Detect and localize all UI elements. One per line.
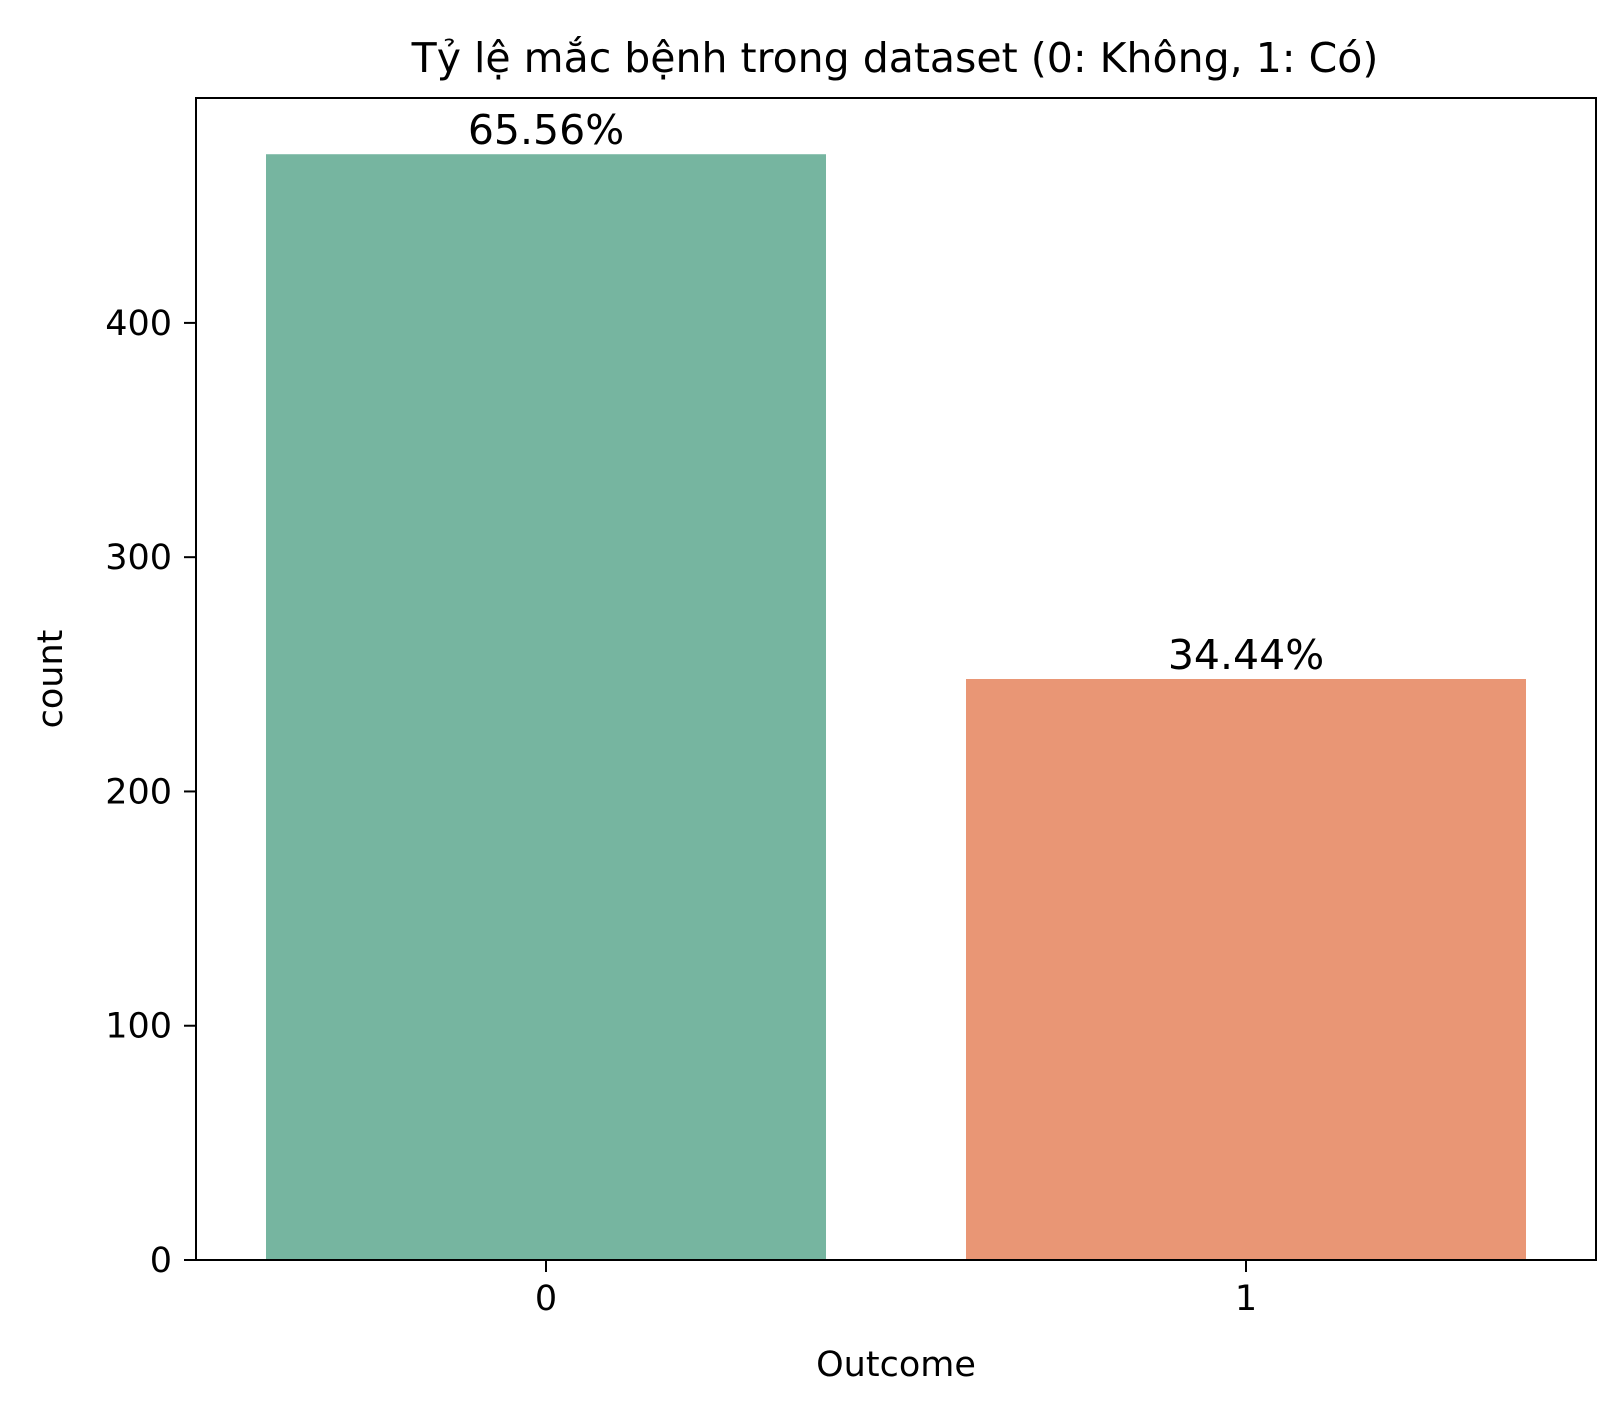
y-tick-label-100: 100: [105, 1007, 172, 1047]
y-tick-label-200: 200: [105, 772, 172, 812]
y-tick-label-300: 300: [105, 538, 172, 578]
x-tick-label-1: 1: [1235, 1279, 1257, 1319]
y-axis-label: count: [31, 630, 71, 729]
x-axis-label: Outcome: [816, 1345, 976, 1385]
bar-data-label-1: 34.44%: [1168, 631, 1324, 679]
y-tick-label-400: 400: [105, 304, 172, 344]
bar-0: [266, 154, 826, 1260]
y-tick-label-0: 0: [150, 1241, 172, 1281]
y-axis: 0 100 200 300 400: [105, 304, 196, 1281]
bar-1: [966, 679, 1526, 1260]
plot-frame: [195, 97, 1597, 1261]
bars: [266, 154, 1526, 1260]
bar-labels: 65.56% 34.44%: [468, 106, 1324, 679]
chart-title: Tỷ lệ mắc bệnh trong dataset (0: Không, …: [411, 34, 1379, 82]
x-tick-label-0: 0: [535, 1279, 557, 1319]
bar-data-label-0: 65.56%: [468, 106, 624, 154]
